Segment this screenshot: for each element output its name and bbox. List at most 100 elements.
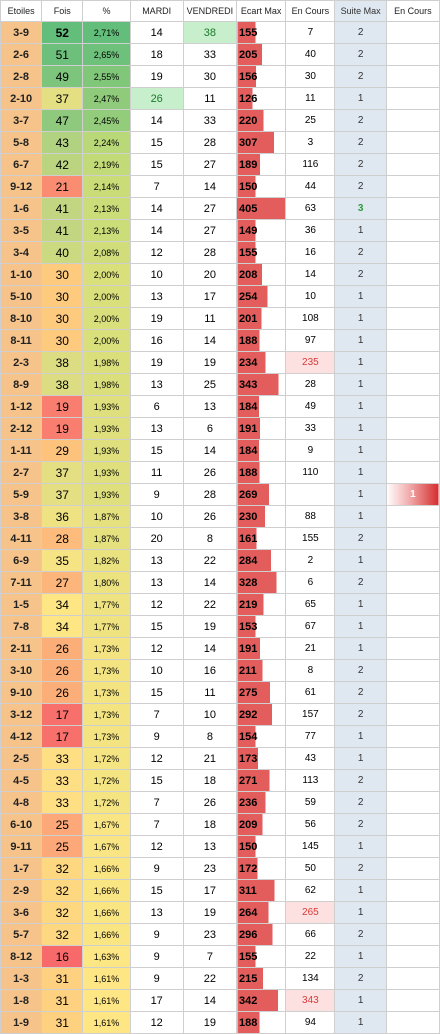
cell-vendredi[interactable]: 14 — [182, 989, 238, 1012]
cell-etoiles[interactable]: 2-12 — [0, 417, 43, 440]
cell-suite-max[interactable]: 2 — [334, 109, 387, 132]
cell-etoiles[interactable]: 7-8 — [0, 615, 43, 638]
cell-vendredi[interactable]: 26 — [182, 461, 238, 484]
cell-fois[interactable]: 26 — [41, 659, 84, 682]
cell-vendredi[interactable]: 14 — [182, 637, 238, 660]
cell-percent[interactable]: 1,93% — [82, 461, 131, 484]
cell-en-cours[interactable]: 28 — [285, 373, 336, 396]
cell-en-cours[interactable]: 43 — [285, 747, 336, 770]
cell-vendredi[interactable]: 21 — [182, 747, 238, 770]
cell-ecart-max[interactable]: 155 — [236, 241, 287, 264]
cell-en-cours[interactable]: 14 — [285, 263, 336, 286]
header-fois[interactable]: Fois — [41, 0, 84, 22]
cell-suite-max[interactable]: 2 — [334, 527, 387, 550]
cell-etoiles[interactable]: 6-10 — [0, 813, 43, 836]
cell-fois[interactable]: 34 — [41, 593, 84, 616]
cell-fois[interactable]: 30 — [41, 263, 84, 286]
cell-mardi[interactable]: 15 — [129, 769, 184, 792]
cell-percent[interactable]: 1,61% — [82, 1011, 131, 1034]
cell-percent[interactable]: 2,47% — [82, 87, 131, 110]
cell-ecart-max[interactable]: 188 — [236, 329, 287, 352]
cell-ecart-max[interactable]: 184 — [236, 439, 287, 462]
cell-fois[interactable]: 17 — [41, 703, 84, 726]
cell-suite-max[interactable]: 1 — [334, 549, 387, 572]
cell-etoiles[interactable]: 1-10 — [0, 263, 43, 286]
cell-vendredi[interactable]: 16 — [182, 659, 238, 682]
cell-en-cours-suite[interactable] — [385, 417, 440, 440]
cell-en-cours[interactable]: 7 — [285, 21, 336, 44]
cell-percent[interactable]: 1,66% — [82, 923, 131, 946]
cell-mardi[interactable]: 13 — [129, 571, 184, 594]
cell-ecart-max[interactable]: 188 — [236, 461, 287, 484]
cell-en-cours-suite[interactable] — [385, 637, 440, 660]
cell-vendredi[interactable]: 14 — [182, 175, 238, 198]
cell-etoiles[interactable]: 3-10 — [0, 659, 43, 682]
cell-mardi[interactable]: 9 — [129, 483, 184, 506]
cell-ecart-max[interactable]: 296 — [236, 923, 287, 946]
cell-vendredi[interactable]: 11 — [182, 681, 238, 704]
cell-suite-max[interactable]: 1 — [334, 483, 387, 506]
header-en-cours-suite[interactable]: En Cours — [385, 0, 440, 22]
cell-mardi[interactable]: 13 — [129, 549, 184, 572]
cell-fois[interactable]: 33 — [41, 791, 84, 814]
cell-en-cours-suite[interactable] — [385, 681, 440, 704]
cell-mardi[interactable]: 19 — [129, 65, 184, 88]
cell-en-cours[interactable]: 3 — [285, 131, 336, 154]
cell-fois[interactable]: 30 — [41, 307, 84, 330]
cell-fois[interactable]: 27 — [41, 571, 84, 594]
cell-vendredi[interactable]: 33 — [182, 43, 238, 66]
cell-en-cours[interactable]: 94 — [285, 1011, 336, 1034]
cell-vendredi[interactable]: 30 — [182, 65, 238, 88]
cell-en-cours[interactable]: 10 — [285, 285, 336, 308]
cell-ecart-max[interactable]: 271 — [236, 769, 287, 792]
cell-ecart-max[interactable]: 211 — [236, 659, 287, 682]
cell-en-cours[interactable]: 11 — [285, 87, 336, 110]
cell-fois[interactable]: 49 — [41, 65, 84, 88]
cell-vendredi[interactable]: 14 — [182, 329, 238, 352]
cell-fois[interactable]: 41 — [41, 219, 84, 242]
cell-ecart-max[interactable]: 155 — [236, 21, 287, 44]
cell-mardi[interactable]: 7 — [129, 175, 184, 198]
cell-suite-max[interactable]: 3 — [334, 197, 387, 220]
cell-mardi[interactable]: 9 — [129, 923, 184, 946]
cell-etoiles[interactable]: 2-9 — [0, 879, 43, 902]
cell-etoiles[interactable]: 8-10 — [0, 307, 43, 330]
cell-en-cours-suite[interactable] — [385, 373, 440, 396]
cell-en-cours-suite[interactable] — [385, 505, 440, 528]
cell-percent[interactable]: 1,72% — [82, 747, 131, 770]
cell-ecart-max[interactable]: 149 — [236, 219, 287, 242]
cell-etoiles[interactable]: 2-3 — [0, 351, 43, 374]
cell-suite-max[interactable]: 1 — [334, 417, 387, 440]
cell-percent[interactable]: 2,45% — [82, 109, 131, 132]
cell-mardi[interactable]: 15 — [129, 615, 184, 638]
cell-mardi[interactable]: 19 — [129, 351, 184, 374]
cell-vendredi[interactable]: 26 — [182, 505, 238, 528]
cell-vendredi[interactable]: 27 — [182, 197, 238, 220]
header-en-cours[interactable]: En Cours — [285, 0, 336, 22]
cell-suite-max[interactable]: 1 — [334, 395, 387, 418]
cell-etoiles[interactable]: 7-11 — [0, 571, 43, 594]
cell-fois[interactable]: 34 — [41, 615, 84, 638]
cell-percent[interactable]: 1,72% — [82, 769, 131, 792]
cell-en-cours-suite[interactable] — [385, 395, 440, 418]
cell-percent[interactable]: 1,73% — [82, 725, 131, 748]
cell-percent[interactable]: 1,73% — [82, 681, 131, 704]
cell-en-cours[interactable]: 9 — [285, 439, 336, 462]
cell-ecart-max[interactable]: 191 — [236, 417, 287, 440]
cell-en-cours[interactable]: 88 — [285, 505, 336, 528]
cell-en-cours[interactable]: 6 — [285, 571, 336, 594]
cell-etoiles[interactable]: 8-11 — [0, 329, 43, 352]
cell-etoiles[interactable]: 9-11 — [0, 835, 43, 858]
cell-fois[interactable]: 33 — [41, 747, 84, 770]
cell-suite-max[interactable]: 1 — [334, 879, 387, 902]
cell-en-cours[interactable]: 40 — [285, 43, 336, 66]
cell-mardi[interactable]: 9 — [129, 725, 184, 748]
cell-percent[interactable]: 2,55% — [82, 65, 131, 88]
cell-percent[interactable]: 2,65% — [82, 43, 131, 66]
cell-suite-max[interactable]: 2 — [334, 791, 387, 814]
cell-suite-max[interactable]: 1 — [334, 373, 387, 396]
cell-mardi[interactable]: 15 — [129, 131, 184, 154]
cell-ecart-max[interactable]: 328 — [236, 571, 287, 594]
cell-mardi[interactable]: 15 — [129, 439, 184, 462]
cell-vendredi[interactable]: 23 — [182, 923, 238, 946]
